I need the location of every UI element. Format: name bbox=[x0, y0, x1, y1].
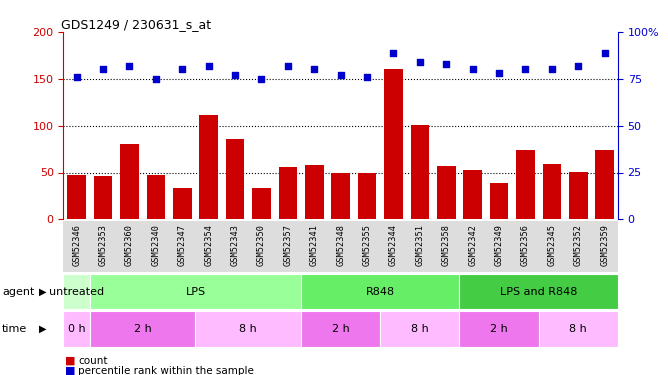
Text: GSM52357: GSM52357 bbox=[283, 224, 293, 266]
Text: 2 h: 2 h bbox=[490, 324, 508, 334]
Text: GSM52359: GSM52359 bbox=[601, 224, 609, 266]
Text: GSM52360: GSM52360 bbox=[125, 224, 134, 266]
Bar bbox=[173, 188, 192, 219]
Bar bbox=[67, 176, 86, 219]
Point bbox=[98, 66, 108, 72]
Bar bbox=[384, 69, 403, 219]
Bar bbox=[538, 311, 618, 347]
Point bbox=[177, 66, 188, 72]
Bar bbox=[437, 166, 456, 219]
Text: ▶: ▶ bbox=[39, 286, 46, 297]
Bar bbox=[460, 274, 618, 309]
Bar bbox=[542, 164, 561, 219]
Point bbox=[546, 66, 557, 72]
Text: GSM52355: GSM52355 bbox=[363, 224, 371, 266]
Text: ▶: ▶ bbox=[39, 324, 46, 334]
Bar bbox=[331, 172, 350, 219]
Bar bbox=[380, 311, 460, 347]
Point bbox=[309, 66, 319, 72]
Bar bbox=[279, 167, 297, 219]
Point bbox=[256, 76, 267, 82]
Text: ■: ■ bbox=[65, 366, 75, 375]
Text: percentile rank within the sample: percentile rank within the sample bbox=[78, 366, 254, 375]
Bar bbox=[146, 176, 165, 219]
Point bbox=[230, 72, 240, 78]
Text: GSM52358: GSM52358 bbox=[442, 224, 451, 266]
Bar bbox=[63, 311, 90, 347]
Text: 0 h: 0 h bbox=[68, 324, 86, 334]
Point bbox=[599, 50, 610, 55]
Bar bbox=[301, 311, 380, 347]
Bar bbox=[120, 144, 139, 219]
Text: GSM52345: GSM52345 bbox=[547, 224, 556, 266]
Text: GSM52347: GSM52347 bbox=[178, 224, 187, 266]
Point bbox=[520, 66, 531, 72]
Bar bbox=[94, 176, 112, 219]
Point bbox=[335, 72, 346, 78]
Text: 8 h: 8 h bbox=[239, 324, 257, 334]
Bar bbox=[569, 172, 588, 219]
Text: R848: R848 bbox=[365, 286, 395, 297]
Text: GSM52354: GSM52354 bbox=[204, 224, 213, 266]
Bar bbox=[90, 274, 301, 309]
Point bbox=[573, 63, 584, 69]
Text: GSM52348: GSM52348 bbox=[336, 224, 345, 266]
Text: GDS1249 / 230631_s_at: GDS1249 / 230631_s_at bbox=[61, 18, 211, 31]
Text: time: time bbox=[2, 324, 27, 334]
Text: GSM52349: GSM52349 bbox=[494, 224, 504, 266]
Point bbox=[71, 74, 82, 80]
Point bbox=[124, 63, 135, 69]
Point bbox=[203, 63, 214, 69]
Text: GSM52353: GSM52353 bbox=[99, 224, 108, 266]
Text: GSM52344: GSM52344 bbox=[389, 224, 398, 266]
Bar bbox=[595, 150, 614, 219]
Text: LPS: LPS bbox=[186, 286, 206, 297]
Bar bbox=[460, 311, 538, 347]
Bar bbox=[490, 183, 508, 219]
Bar bbox=[226, 139, 244, 219]
Text: 8 h: 8 h bbox=[569, 324, 587, 334]
Point bbox=[150, 76, 161, 82]
Bar bbox=[411, 124, 429, 219]
Text: GSM52352: GSM52352 bbox=[574, 224, 582, 266]
Text: 2 h: 2 h bbox=[134, 324, 152, 334]
Text: untreated: untreated bbox=[49, 286, 104, 297]
Text: GSM52350: GSM52350 bbox=[257, 224, 266, 266]
Text: GSM52343: GSM52343 bbox=[230, 224, 240, 266]
Point bbox=[388, 50, 399, 55]
Point bbox=[468, 66, 478, 72]
Text: GSM52346: GSM52346 bbox=[72, 224, 81, 266]
Text: GSM52351: GSM52351 bbox=[415, 224, 424, 266]
Bar bbox=[253, 188, 271, 219]
Bar bbox=[301, 274, 460, 309]
Text: 8 h: 8 h bbox=[411, 324, 429, 334]
Text: GSM52356: GSM52356 bbox=[521, 224, 530, 266]
Bar bbox=[200, 116, 218, 219]
Text: count: count bbox=[78, 356, 108, 366]
Text: GSM52340: GSM52340 bbox=[152, 224, 160, 266]
Point bbox=[494, 70, 504, 76]
Point bbox=[441, 61, 452, 67]
Bar bbox=[63, 274, 90, 309]
Text: LPS and R848: LPS and R848 bbox=[500, 286, 577, 297]
Bar bbox=[516, 150, 534, 219]
Text: GSM52342: GSM52342 bbox=[468, 224, 477, 266]
Text: agent: agent bbox=[2, 286, 34, 297]
Point bbox=[415, 59, 426, 65]
Text: 2 h: 2 h bbox=[332, 324, 349, 334]
Bar bbox=[464, 170, 482, 219]
Point bbox=[283, 63, 293, 69]
Text: GSM52341: GSM52341 bbox=[310, 224, 319, 266]
Bar bbox=[305, 165, 323, 219]
Bar bbox=[90, 311, 196, 347]
Text: ■: ■ bbox=[65, 356, 75, 366]
Bar bbox=[196, 311, 301, 347]
Bar bbox=[358, 172, 376, 219]
Point bbox=[362, 74, 373, 80]
